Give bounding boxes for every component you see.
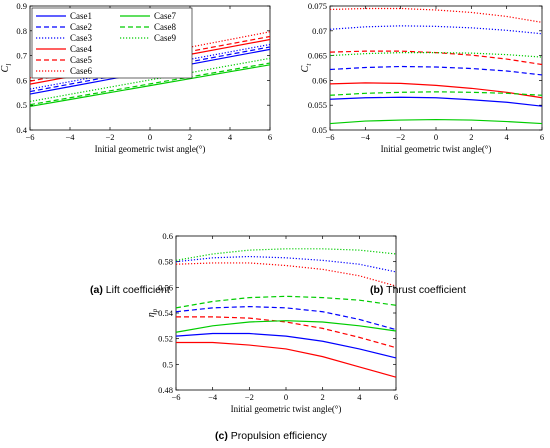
x-tick-label: 6 [268,132,272,142]
series-line-case8 [29,62,271,106]
y-tick-label: 0.4 [16,125,27,135]
x-axis-label: Initial geometric twist angle(°) [381,144,492,154]
x-tick-label: 2 [321,392,325,402]
y-tick-label: 0.9 [16,1,27,11]
series-line-case4 [176,341,397,378]
x-tick-label: 6 [540,132,544,142]
y-tick-label: 0.6 [162,231,173,241]
x-axis-label: Initial geometric twist angle(°) [95,144,206,154]
y-axis-label: Cl [0,64,13,73]
x-tick-label: 6 [394,392,398,402]
x-tick-label: 4 [357,392,362,402]
series-line-case5 [176,316,397,349]
series-line-case6 [329,7,543,23]
x-tick-label: −2 [396,132,405,142]
y-tick-label: 0.055 [308,100,327,110]
x-tick-label: −4 [361,132,371,142]
x-tick-label: −2 [245,392,254,402]
series-line-case1 [329,96,543,107]
legend-label-case8: Case8 [154,22,176,32]
caption-c: (c) Propulsion efficiency [215,430,327,442]
y-axis-label: ηp [146,308,159,317]
series-line-case7 [29,64,271,108]
y-tick-label: 0.06 [312,75,327,85]
plot-frame [329,5,543,131]
series-line-case9 [175,248,397,261]
caption-c-text: Propulsion efficiency [230,430,327,442]
legend-label-case6: Case6 [70,66,92,76]
y-tick-label: 0.065 [308,51,327,61]
series-line-case8 [175,295,397,309]
y-tick-label: 0.05 [312,125,327,135]
legend-label-case3: Case3 [70,33,92,43]
y-axis-label: Ct [300,63,313,73]
series-line-case3 [329,25,543,35]
x-tick-label: 4 [505,132,510,142]
caption-a-tag: (a) [90,284,103,296]
x-tick-label: 4 [228,132,233,142]
panel-propulsion-efficiency: −6 −4 −2 0 2 4 6 0.48 0.5 0.52 0.54 0.56 0.58 0.6 Init… [146,231,398,414]
y-tick-label: 0.52 [158,334,173,344]
series-line-case2 [329,65,543,76]
y-tick-label: 0.7 [16,51,27,61]
x-tick-label: 2 [188,132,192,142]
series-line-case2 [175,305,397,331]
panel-lift-coefficient: −6 −4 −2 0 2 4 6 0.4 0.5 0.6 0.7 0.8 0.9 Initial geom… [0,1,272,154]
series-line-case4 [329,82,543,99]
x-tick-label: −6 [25,132,34,142]
y-tick-label: 0.48 [158,385,173,395]
caption-b-tag: (b) [370,284,384,296]
y-tick-label: 0.56 [158,282,173,292]
y-tick-label: 0.8 [16,26,27,36]
series-line-case6 [175,262,397,287]
caption-a: (a) Lift coefficient [90,284,170,296]
series-line-case9 [329,52,543,58]
caption-a-text: Lift coefficient [105,284,170,296]
legend-label-case7: Case7 [154,11,176,21]
series-line-case7 [329,118,543,125]
series-line-case7 [175,320,397,333]
y-tick-label: 0.5 [162,359,173,369]
y-tick-label: 0.075 [308,1,327,11]
x-tick-label: 2 [469,132,473,142]
series-line-case8 [329,91,543,96]
x-tick-label: −6 [171,392,180,402]
y-tick-label: 0.5 [16,100,27,110]
x-tick-label: 0 [284,392,288,402]
x-tick-label: 0 [434,132,438,142]
x-tick-label: 0 [148,132,152,142]
x-axis-label: Initial geometric twist angle(°) [231,404,342,414]
legend-label-case9: Case9 [154,33,176,43]
legend-label-case4: Case4 [70,44,92,54]
y-tick-label: 0.54 [158,308,174,318]
y-tick-label: 0.6 [16,75,27,85]
panel-thrust-coefficient: −6 −4 −2 0 2 4 6 0.05 0.055 0.06 0.065 0.07 0.075 Ini… [300,1,544,154]
y-tick-label: 0.58 [158,257,173,267]
caption-b-text: Thrust coefficient [386,284,466,296]
series-line-case1 [175,332,397,359]
legend-label-case5: Case5 [70,55,92,65]
plot-frame [175,235,397,391]
legend-box [31,7,193,79]
x-tick-label: −4 [208,392,218,402]
x-tick-label: −4 [65,132,75,142]
y-tick-label: 0.07 [312,26,327,36]
x-tick-label: −6 [325,132,334,142]
caption-c-tag: (c) [215,430,228,442]
legend-label-case1: Case1 [70,11,92,21]
series-line-case3 [175,255,397,273]
legend-label-case2: Case2 [70,22,92,32]
caption-b: (b) Thrust coefficient [370,284,466,296]
x-tick-label: −2 [105,132,114,142]
